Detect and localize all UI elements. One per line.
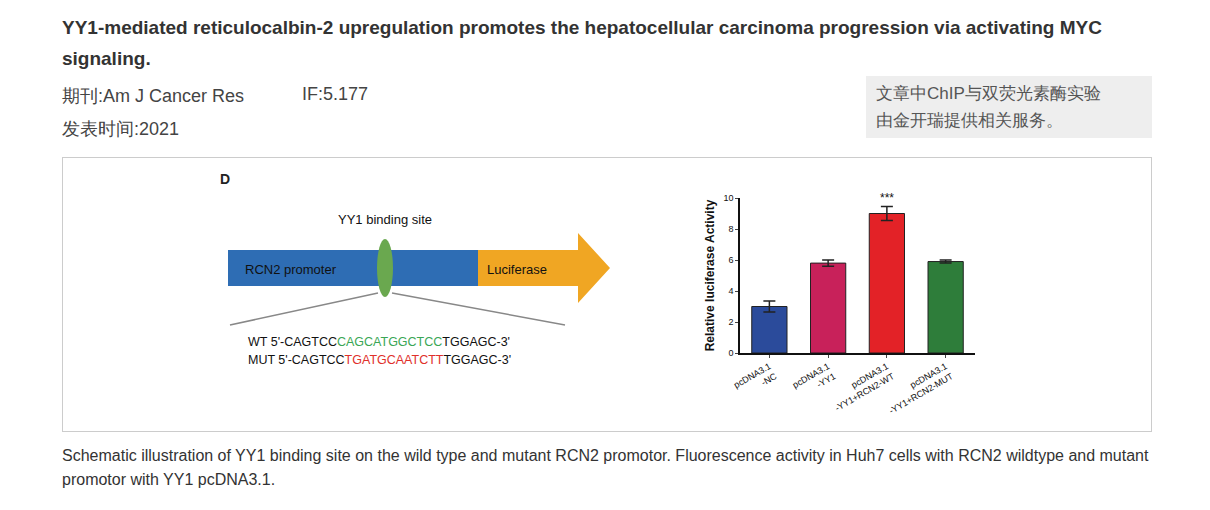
svg-text:pcDNA3.1-YY1+RCN2-MUT: pcDNA3.1-YY1+RCN2-MUT	[881, 361, 955, 416]
html-text:发表时间:2021: 发表时间:2021	[62, 119, 179, 139]
html-text:IF:5.177: IF:5.177	[302, 84, 368, 104]
svg-text:D: D	[220, 171, 230, 187]
svg-text:10: 10	[723, 193, 733, 203]
svg-text:4: 4	[728, 286, 733, 296]
svg-text:8: 8	[728, 224, 733, 234]
svg-text:pcDNA3.1-YY1+RCN2-WT: pcDNA3.1-YY1+RCN2-WT	[827, 361, 896, 413]
svg-text:WT 5'-CAGTCCCAGCATGGCTCCTGGAGC: WT 5'-CAGTCCCAGCATGGCTCCTGGAGC-3'	[248, 335, 510, 349]
html-text:YY1-mediated reticulocalbin-2: YY1-mediated reticulocalbin-2 upregulati…	[62, 17, 1102, 69]
svg-text:pcDNA3.1-YY1: pcDNA3.1-YY1	[791, 361, 837, 400]
svg-text:6: 6	[728, 255, 733, 265]
svg-text:0: 0	[728, 348, 733, 358]
svg-text:2: 2	[728, 317, 733, 327]
svg-text:***: ***	[880, 191, 894, 205]
svg-text:Relative luciferase Activity: Relative luciferase Activity	[703, 199, 717, 351]
svg-text:Luciferase: Luciferase	[487, 262, 547, 277]
svg-text:RCN2 promoter: RCN2 promoter	[245, 262, 337, 277]
html-text:期刊:Am J Cancer Res: 期刊:Am J Cancer Res	[62, 86, 244, 106]
html-text:文章中ChIP与双荧光素酶实验: 文章中ChIP与双荧光素酶实验	[876, 84, 1101, 103]
html-text:由金开瑞提供相关服务。: 由金开瑞提供相关服务。	[876, 111, 1063, 130]
svg-text:YY1 binding site: YY1 binding site	[338, 212, 432, 227]
html-text:Schematic illustration of YY1: Schematic illustration of YY1 binding si…	[62, 447, 1149, 488]
svg-text:MUT 5'-CAGTCCTGATGCAATCTTTGGAG: MUT 5'-CAGTCCTGATGCAATCTTTGGAGC-3'	[248, 353, 511, 367]
svg-text:pcDNA3.1-NC: pcDNA3.1-NC	[732, 361, 779, 401]
